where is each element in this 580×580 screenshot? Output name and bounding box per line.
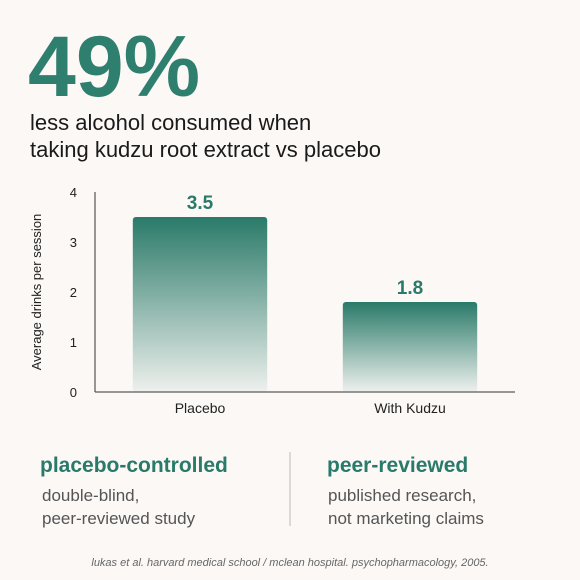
feature-line: peer-reviewed study [42, 509, 196, 528]
y-tick-label: 0 [70, 385, 77, 400]
bar-chart: 0 1 2 3 4 Average drinks per session Placebo 3.… [29, 185, 515, 416]
y-tick-label: 3 [70, 235, 77, 250]
x-tick-label: With Kudzu [374, 400, 446, 416]
y-tick-label: 4 [70, 185, 77, 200]
feature-title: peer-reviewed [327, 454, 468, 477]
headline-stat: 49% [28, 19, 200, 115]
feature-title: placebo-controlled [40, 454, 228, 477]
y-axis-label: Average drinks per session [29, 214, 44, 371]
value-label: 3.5 [187, 193, 214, 214]
y-tick-label: 1 [70, 335, 77, 350]
headline-line: less alcohol consumed when [30, 110, 311, 135]
value-label: 1.8 [397, 278, 423, 299]
feature-line: published research, [328, 486, 476, 505]
feature-line: not marketing claims [328, 509, 484, 528]
y-tick-label: 2 [70, 285, 77, 300]
bar [132, 217, 268, 392]
x-tick-label: Placebo [175, 400, 226, 416]
footer: lukas et al. harvard medical school / mc… [91, 557, 488, 569]
bar [342, 302, 478, 392]
feature-line: double-blind, [42, 486, 139, 505]
headline-line: taking kudzu root extract vs placebo [30, 137, 381, 162]
